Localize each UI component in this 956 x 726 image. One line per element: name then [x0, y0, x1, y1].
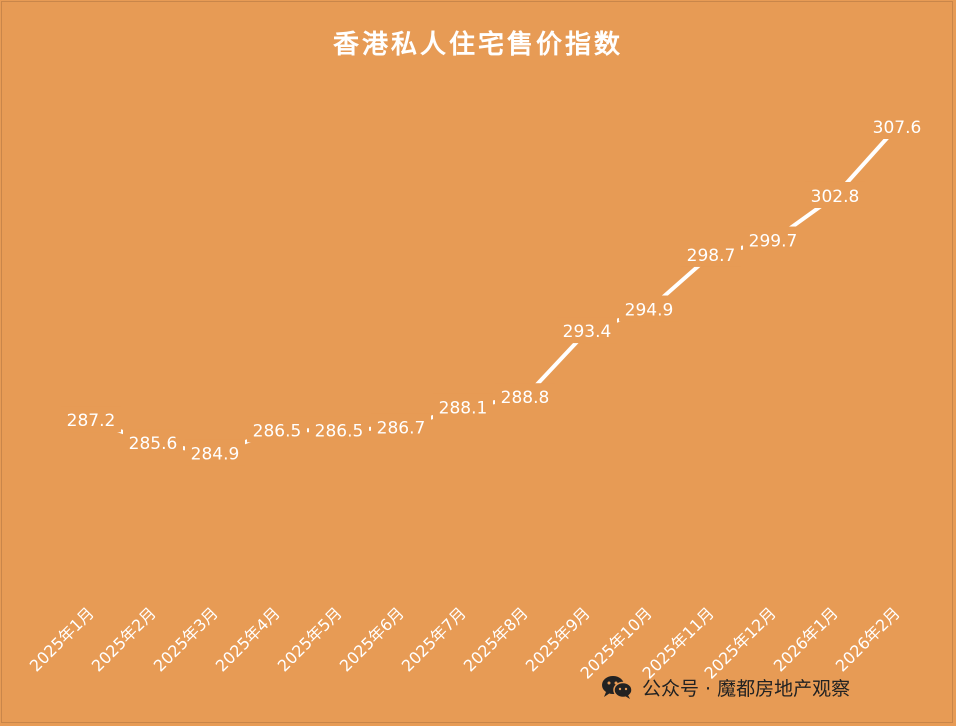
data-label-background [681, 240, 741, 267]
data-label: 293.4 [563, 322, 612, 342]
data-label-background [495, 383, 555, 410]
data-label: 286.5 [253, 421, 302, 441]
x-tick-label: 2025年8月 [460, 603, 532, 675]
data-label: 288.8 [501, 388, 550, 408]
x-tick-label: 2026年2月 [832, 603, 904, 675]
data-label-background [867, 113, 927, 139]
chart-title: 香港私人住宅售价指数 [332, 30, 623, 60]
data-label-background [371, 413, 431, 440]
data-label-background [247, 416, 307, 443]
data-label: 302.8 [811, 187, 860, 207]
watermark-text: 公众号 · 魔都房地产观察 [642, 677, 851, 700]
data-label: 287.2 [67, 411, 116, 431]
data-label: 299.7 [749, 232, 798, 252]
series-line [89, 125, 899, 456]
x-tick-label: 2025年1月 [26, 603, 98, 675]
x-tick-label: 2026年1月 [770, 603, 842, 675]
data-label-background [433, 393, 493, 420]
data-label-background [185, 439, 245, 466]
x-tick-label: 2025年4月 [212, 603, 284, 675]
data-label-background [309, 416, 369, 443]
data-label: 307.6 [873, 118, 922, 138]
data-label: 284.9 [191, 444, 240, 464]
data-label: 288.1 [439, 398, 488, 418]
x-tick-label: 2025年6月 [336, 603, 408, 675]
data-label: 286.7 [377, 418, 426, 438]
x-tick-label: 2025年3月 [150, 603, 222, 675]
data-label: 294.9 [625, 301, 674, 321]
data-label: 298.7 [687, 246, 736, 266]
data-label-background [61, 406, 121, 433]
data-label-background [805, 181, 865, 208]
data-label: 286.5 [315, 421, 364, 441]
data-label: 285.6 [129, 434, 178, 454]
data-label-background [557, 317, 617, 344]
watermark: 公众号 · 魔都房地产观察 [600, 672, 850, 702]
x-tick-label: 2025年2月 [88, 603, 160, 675]
data-label-background [123, 429, 183, 456]
data-label-background [619, 295, 679, 322]
data-label-background [743, 226, 803, 253]
x-tick-label: 2025年7月 [398, 603, 470, 675]
x-tick-label: 2025年5月 [274, 603, 346, 675]
wechat-icon [602, 676, 633, 699]
